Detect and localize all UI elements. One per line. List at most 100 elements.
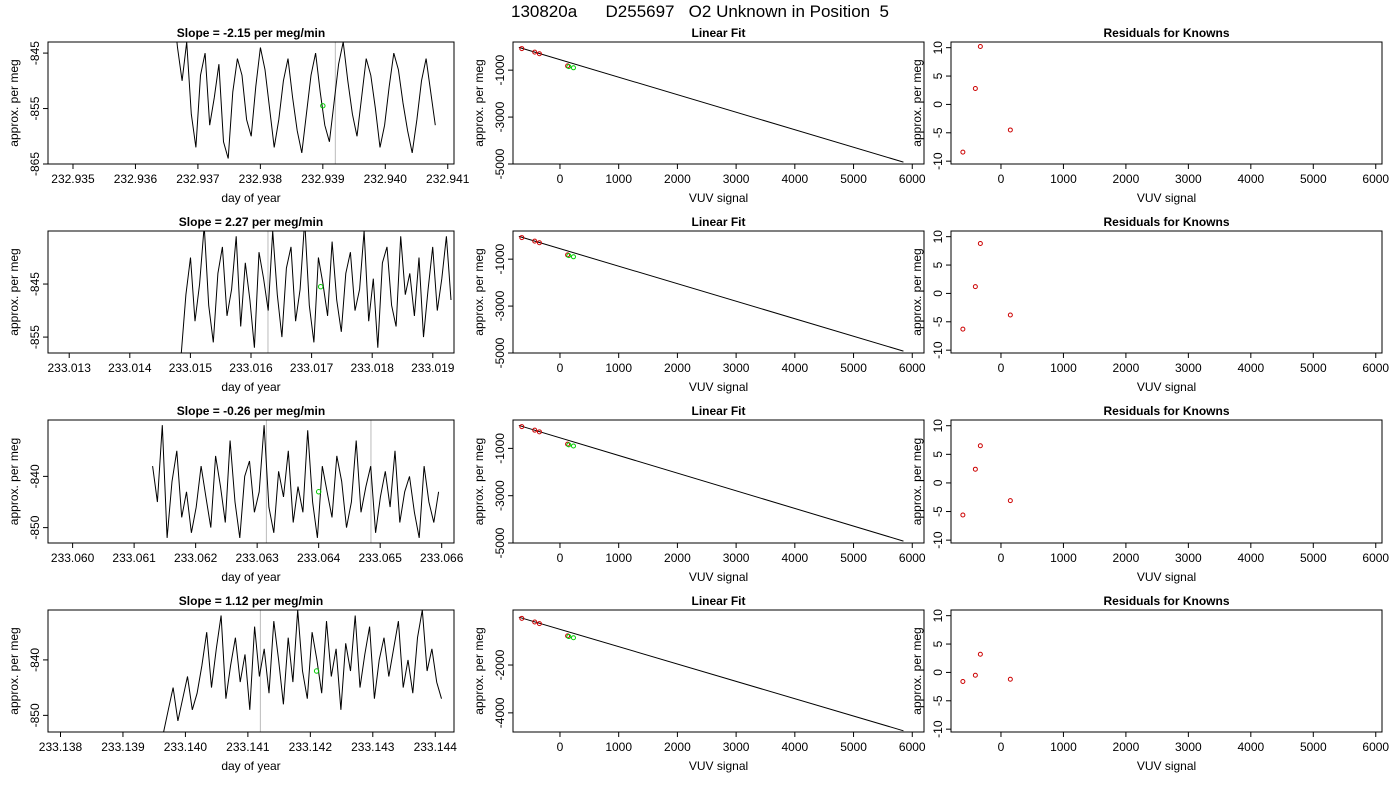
x-tick-label: 6000 — [1362, 740, 1389, 754]
chart-title: Residuals for Knowns — [1103, 26, 1229, 40]
x-tick-label: 233.017 — [290, 361, 334, 375]
red-point — [532, 619, 538, 625]
red-point — [960, 149, 966, 155]
x-tick-label: 6000 — [899, 172, 926, 186]
plot-frame — [47, 230, 455, 354]
green-point — [566, 64, 572, 70]
x-axis-label: VUV signal — [689, 380, 748, 394]
y-tick-label: -5 — [931, 316, 945, 327]
y-tick-label: -855 — [28, 325, 42, 349]
chart-panel-2: Linear Fit 0 1000 2000 3000 4000 5000 6000 -1000… — [472, 26, 926, 205]
green-point — [566, 442, 572, 448]
data-trace-line — [180, 231, 452, 353]
green-point — [570, 254, 576, 260]
x-tick-label: 233.018 — [350, 361, 394, 375]
x-tick-label: 232.935 — [51, 172, 95, 186]
green-point — [566, 634, 572, 640]
x-tick-label: 5000 — [840, 740, 867, 754]
red-point — [532, 427, 538, 433]
x-tick-label: 1000 — [605, 551, 632, 565]
y-tick-label: 0 — [931, 669, 945, 676]
x-tick-label: 233.013 — [48, 361, 92, 375]
chart-title: Residuals for Knowns — [1103, 594, 1229, 608]
red-point — [1007, 498, 1013, 504]
x-tick-label: 5000 — [1300, 740, 1327, 754]
x-tick-label: 1000 — [605, 172, 632, 186]
x-tick-label: 6000 — [899, 551, 926, 565]
plot-frame — [47, 419, 455, 544]
x-tick-label: 232.936 — [114, 172, 158, 186]
x-tick-label: 4000 — [1237, 361, 1264, 375]
plot-frame — [512, 609, 925, 733]
x-tick-label: 233.142 — [289, 740, 333, 754]
red-point — [532, 238, 538, 244]
x-tick-label: 233.141 — [226, 740, 270, 754]
y-axis-label: approx. per meg — [910, 627, 924, 714]
x-tick-label: 3000 — [1175, 361, 1202, 375]
plot-area — [180, 231, 452, 353]
y-tick-label: -865 — [28, 152, 42, 176]
plot-frame — [950, 230, 1383, 354]
x-tick-label: 4000 — [781, 361, 808, 375]
x-tick-label: 6000 — [1362, 361, 1389, 375]
x-tick-label: 0 — [557, 361, 564, 375]
plot-frame — [950, 419, 1383, 544]
plot-area — [518, 615, 904, 732]
green-point — [570, 65, 576, 71]
red-point — [1007, 127, 1013, 133]
red-point — [1007, 676, 1013, 682]
data-trace-line — [163, 610, 442, 732]
y-axis-label: approx. per meg — [910, 248, 924, 335]
red-point — [519, 235, 525, 241]
y-tick-label: 5 — [931, 640, 945, 647]
plot-area — [960, 443, 1013, 518]
x-tick-label: 4000 — [1237, 172, 1264, 186]
x-tick-label: 3000 — [723, 740, 750, 754]
x-tick-label: 1000 — [605, 740, 632, 754]
y-tick-label: -10 — [931, 341, 945, 359]
plot-area — [518, 46, 904, 163]
x-tick-label: 2000 — [664, 172, 691, 186]
y-tick-label: 0 — [931, 290, 945, 297]
data-trace-line — [152, 425, 440, 538]
x-axis-label: VUV signal — [1137, 759, 1196, 773]
x-tick-label: 5000 — [840, 551, 867, 565]
x-tick-label: 2000 — [1113, 551, 1140, 565]
chart-panel-8: Linear Fit 0 1000 2000 3000 4000 5000 6000 -1000… — [472, 404, 926, 584]
y-axis-label: approx. per meg — [7, 438, 21, 525]
red-point — [960, 678, 966, 684]
y-tick-label: 10 — [931, 41, 945, 55]
y-tick-label: -845 — [28, 41, 42, 65]
fit-line — [518, 235, 904, 352]
x-tick-label: 3000 — [1175, 551, 1202, 565]
red-point — [977, 240, 983, 246]
chart-panel-11: Linear Fit 0 1000 2000 3000 4000 5000 6000 -2000… — [472, 594, 926, 773]
red-point — [1007, 312, 1013, 318]
fit-line — [518, 46, 904, 163]
plot-area — [960, 651, 1013, 684]
x-tick-label: 2000 — [1113, 361, 1140, 375]
y-axis-label: approx. per meg — [910, 59, 924, 146]
x-tick-label: 0 — [998, 172, 1005, 186]
x-tick-label: 0 — [998, 361, 1005, 375]
x-tick-label: 0 — [998, 551, 1005, 565]
x-tick-label: 2000 — [664, 361, 691, 375]
y-tick-label: -1000 — [493, 243, 507, 274]
y-tick-label: -1000 — [493, 54, 507, 85]
green-point — [570, 443, 576, 449]
x-tick-label: 6000 — [899, 740, 926, 754]
x-tick-label: 1000 — [605, 361, 632, 375]
chart-panel-9: Residuals for Knowns 0 1000 2000 3000 4000 500… — [910, 404, 1389, 584]
red-point — [519, 46, 525, 52]
chart-title: Linear Fit — [691, 215, 745, 229]
x-tick-label: 232.938 — [239, 172, 283, 186]
chart-panel-4: Slope = 2.27 per meg/min 233.013 233.014 23… — [7, 215, 455, 394]
chart-panel-10: Slope = 1.12 per meg/min 233.138 233.139 23… — [7, 594, 457, 773]
x-tick-label: 1000 — [1050, 551, 1077, 565]
x-tick-label: 3000 — [1175, 172, 1202, 186]
x-tick-label: 5000 — [1300, 551, 1327, 565]
red-point — [536, 621, 542, 627]
x-tick-label: 3000 — [723, 551, 750, 565]
x-tick-label: 1000 — [1050, 361, 1077, 375]
